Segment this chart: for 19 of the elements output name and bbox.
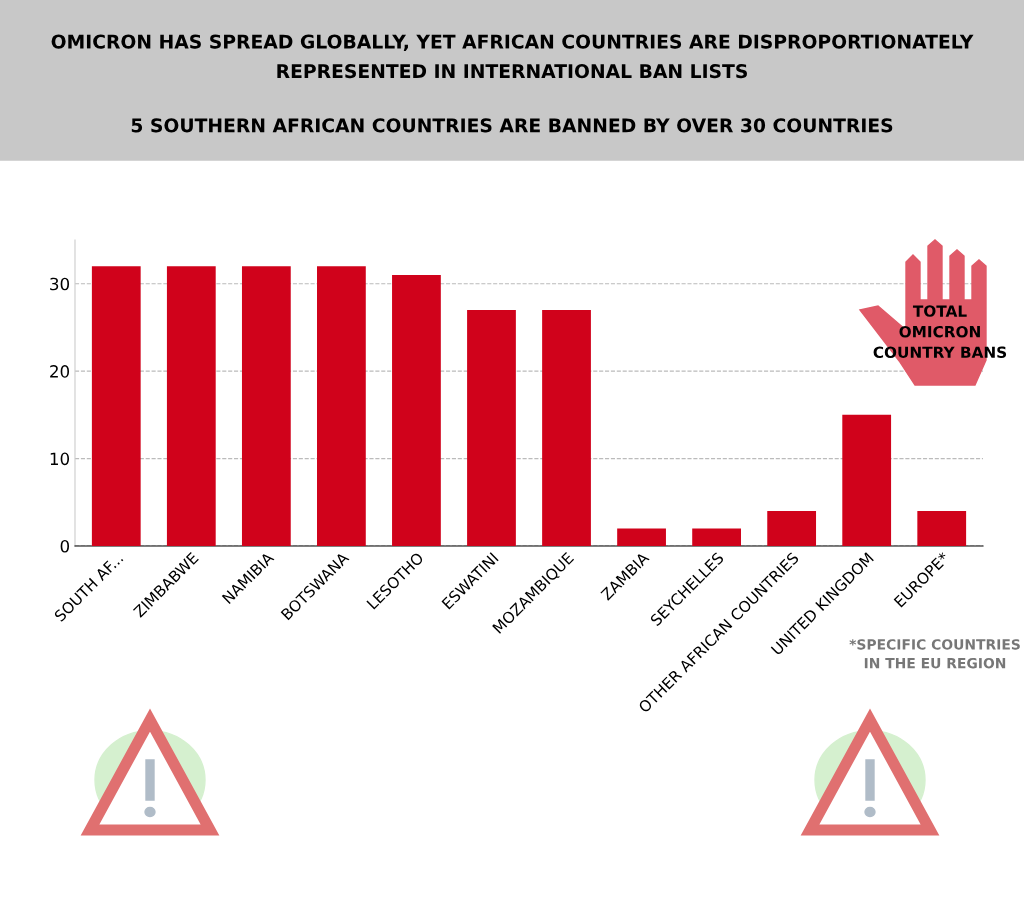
bar [467,309,516,546]
bar [392,274,441,546]
y-tick-label: 20 [50,365,70,378]
y-tick-label: 0 [60,539,70,553]
bar [767,511,817,546]
chart-subtitle: 5 SOUTHERN AFRICAN COUNTRIES ARE BANNED BY OVER 30 COUNTRIES [131,118,893,133]
bar [166,266,216,546]
bar [842,414,892,546]
bar [241,266,291,546]
bar [917,511,967,546]
bar [692,528,741,546]
bar [542,309,591,546]
y-tick-label: 30 [50,277,70,291]
text: *SPECIFIC COUNTRIES IN THE EU REGION [849,639,1020,669]
bar [617,528,666,546]
bar [91,266,141,546]
chart-title: OMICRON HAS SPREAD GLOBALLY, YET AFRICAN COUNTRIES ARE DISPROPORTIONATELY REPRESENTED IN INTERNATIONAL BAN LISTS [51,34,974,79]
y-tick-label: 10 [50,452,70,466]
bar [317,266,366,546]
